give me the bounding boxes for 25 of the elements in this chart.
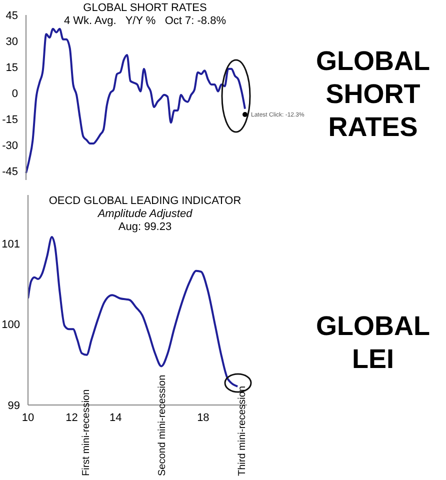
- y-tick-label: -15: [2, 114, 18, 126]
- y-tick-label: 45: [6, 10, 18, 22]
- chart-title: GLOBAL SHORT RATES: [83, 2, 207, 14]
- y-tick-label: -30: [2, 140, 18, 152]
- y-tick-label: 101: [2, 238, 20, 250]
- text: Amplitude Adjusted: [96, 208, 194, 221]
- y-tick-label: 0: [12, 88, 18, 100]
- x-tick-label: 14: [109, 412, 122, 424]
- y-tick-label: 30: [6, 36, 18, 48]
- y-tick-label: -45: [2, 166, 18, 178]
- y-tick-label: 15: [6, 62, 18, 74]
- y-tick-label: 100: [2, 319, 20, 332]
- annotation: Aug: 99.23: [117, 221, 173, 234]
- annotation: Second mini-recession: [157, 374, 168, 476]
- chart-title: OECD GLOBAL LEADING INDICATOR: [48, 195, 242, 208]
- chart-subtitle: 4 Wk. Avg. Y/Y % Oct 7: -8.8%: [64, 15, 226, 27]
- annotation: Third mini-recession: [237, 386, 248, 476]
- x-tick-label: 12: [66, 412, 78, 424]
- x-tick-label: 18: [197, 412, 210, 424]
- annotation: First mini-recession: [81, 389, 92, 476]
- y-tick-label: 99: [8, 400, 20, 412]
- line-series: [25, 28, 246, 174]
- x-tick-label: 10: [22, 412, 34, 424]
- text: GLOBAL LEI: [315, 310, 431, 376]
- text: GLOBAL SHORT RATES: [316, 46, 430, 142]
